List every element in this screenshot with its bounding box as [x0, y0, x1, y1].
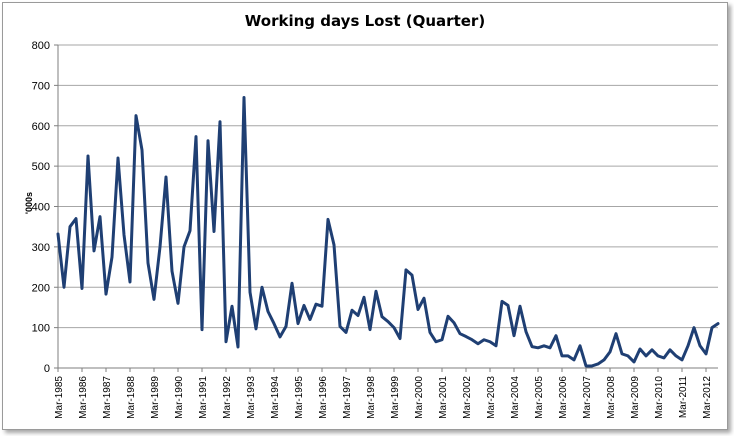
x-tick-label: Mar-1995 [294, 376, 305, 419]
y-tick-label: 0 [44, 363, 50, 375]
x-tick-label: Mar-1994 [270, 376, 281, 419]
x-tick-label: Mar-2006 [558, 376, 569, 419]
series-line-working-days-lost [56, 95, 720, 368]
y-tick-label: 100 [32, 323, 50, 335]
x-tick-label: Mar-1988 [126, 376, 137, 419]
x-tick-label: Mar-2001 [438, 376, 449, 419]
y-tick-label: 700 [32, 80, 50, 92]
x-tick-label: Mar-2008 [606, 376, 617, 419]
y-tick-label: 600 [32, 121, 50, 133]
x-tick-label: Mar-2002 [462, 376, 473, 419]
y-tick-label: 300 [32, 242, 50, 254]
x-tick-label: Mar-1985 [54, 376, 65, 419]
y-axis-ticks: 0 100 200 300 400 500 600 700 800 [32, 40, 58, 375]
x-tick-label: Mar-2000 [414, 376, 425, 419]
y-tick-label: 800 [32, 40, 50, 52]
x-tick-label: Mar-1997 [342, 376, 353, 419]
x-tick-label: Mar-2010 [654, 376, 665, 419]
x-tick-label: Mar-2003 [486, 376, 497, 419]
x-tick-label: Mar-1993 [246, 376, 257, 419]
x-tick-label: Mar-2005 [534, 376, 545, 419]
x-tick-label: Mar-1990 [174, 376, 185, 419]
x-tick-label: Mar-1998 [366, 376, 377, 419]
x-tick-label: Mar-2007 [582, 376, 593, 419]
x-tick-label: Mar-1999 [390, 376, 401, 419]
x-axis-ticks: Mar-1985 Mar-1986 Mar-1987 Mar-1988 Mar-1989… [54, 368, 713, 419]
x-tick-label: Mar-1991 [198, 376, 209, 419]
x-tick-label: Mar-1989 [150, 376, 161, 419]
x-tick-label: Mar-2012 [702, 376, 713, 419]
y-tick-label: 200 [32, 282, 50, 294]
x-tick-label: Mar-2011 [678, 376, 689, 418]
x-tick-label: Mar-2004 [510, 376, 521, 419]
x-tick-label: Mar-1987 [102, 376, 113, 419]
y-tick-label: 500 [32, 161, 50, 173]
x-tick-label: Mar-1992 [222, 376, 233, 419]
y-tick-label: 400 [32, 202, 50, 214]
x-tick-label: Mar-2009 [630, 376, 641, 419]
x-tick-label: Mar-1986 [78, 376, 89, 419]
chart-title: Working days Lost (Quarter) [244, 12, 486, 30]
x-tick-label: Mar-1996 [318, 376, 329, 419]
gridlines [58, 44, 718, 329]
